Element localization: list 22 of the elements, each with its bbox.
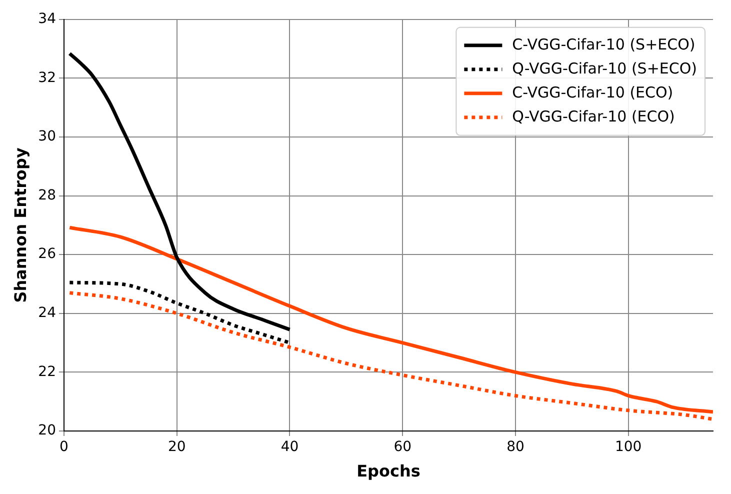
x-axis-title: Epochs [356, 462, 420, 481]
x-tick-label: 0 [60, 439, 68, 456]
legend-label: C-VGG-Cifar-10 (ECO) [512, 83, 674, 102]
y-tick-label: 34 [38, 11, 56, 28]
y-tick-label: 24 [38, 305, 56, 322]
line-series [68, 280, 292, 345]
x-tick-label: 60 [394, 439, 412, 456]
line-series [68, 52, 292, 332]
legend-label: Q-VGG-Cifar-10 (ECO) [512, 107, 675, 126]
legend-label: C-VGG-Cifar-10 (S+ECO) [512, 35, 696, 54]
x-tick-label: 100 [614, 439, 642, 456]
y-tick-label: 26 [38, 246, 56, 262]
y-tick-label: 20 [38, 422, 56, 439]
x-tick-label: 80 [506, 439, 524, 456]
x-tick-label: 40 [280, 439, 299, 456]
y-tick-label: 22 [38, 364, 56, 380]
x-tick-label: 20 [168, 439, 186, 456]
y-tick-label: 28 [38, 187, 56, 204]
y-tick-label: 32 [38, 70, 56, 86]
y-tick-label: 30 [38, 128, 56, 145]
y-axis-title: Shannon Entropy [10, 147, 30, 303]
legend-label: Q-VGG-Cifar-10 (S+ECO) [512, 59, 698, 78]
